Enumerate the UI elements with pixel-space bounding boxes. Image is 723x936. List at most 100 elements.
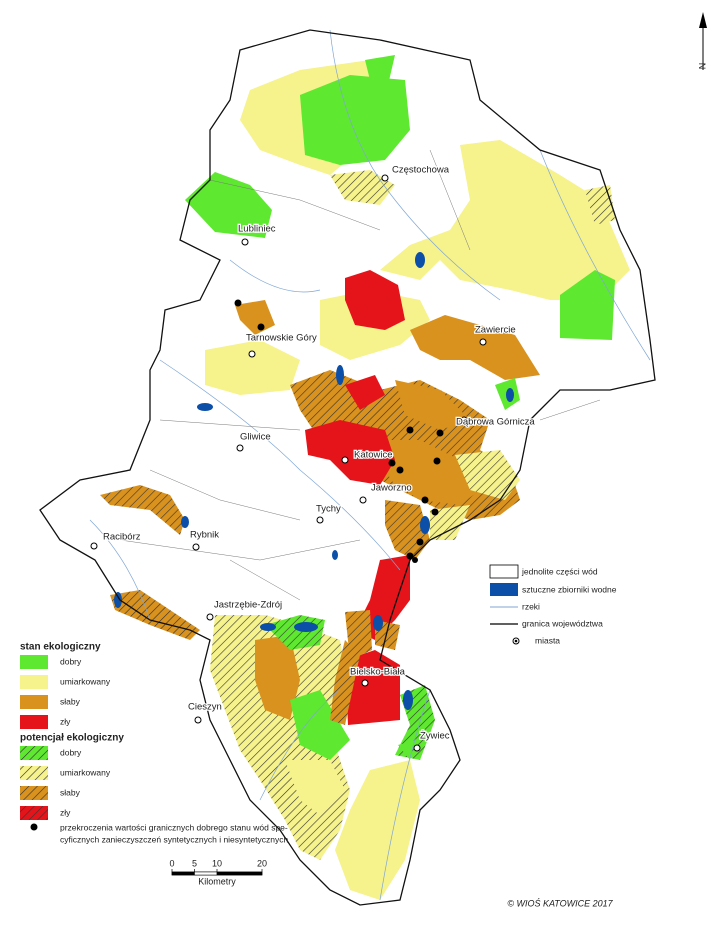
water-body	[380, 440, 480, 505]
legend-map: jednolite części wód sztuczne zbiorniki …	[489, 564, 617, 645]
legend-state: stan ekologiczny dobry umiarkowany słaby…	[20, 642, 111, 729]
label: dobry	[60, 656, 82, 666]
water-body	[395, 380, 470, 430]
shape	[316, 516, 324, 524]
shape	[413, 744, 421, 752]
shape	[406, 552, 414, 560]
shape	[506, 388, 514, 402]
water-body	[235, 300, 275, 335]
shape	[257, 323, 265, 331]
water-body	[345, 270, 405, 330]
shape	[412, 557, 418, 563]
label: umiarkowany	[60, 767, 111, 777]
label: zły	[60, 807, 71, 817]
water-body	[380, 140, 630, 300]
shape	[260, 623, 276, 631]
shape	[479, 338, 487, 346]
label: miasta	[535, 635, 560, 645]
shape	[248, 350, 256, 358]
label: sztuczne zbiorniki wodne	[522, 584, 617, 594]
reservoirs	[114, 252, 514, 710]
water-body	[585, 185, 615, 225]
shape	[294, 622, 318, 632]
shape	[699, 12, 707, 28]
label: słaby	[60, 787, 81, 797]
label: granica województwa	[522, 618, 603, 628]
shape	[341, 456, 349, 464]
shape	[20, 766, 48, 780]
river	[89, 29, 651, 901]
water-body	[560, 270, 615, 340]
north-arrow: N	[697, 12, 707, 70]
shape	[20, 675, 48, 689]
scale-bar: 0 5 10 20 Kilometry	[169, 858, 267, 886]
water-body	[345, 650, 400, 725]
scale-unit: Kilometry	[198, 876, 236, 886]
water-body	[290, 690, 350, 760]
label: cyficznych zanieczyszczeń syntetycznych …	[60, 834, 288, 844]
label: Jaworzno	[371, 483, 412, 494]
shape	[114, 592, 122, 608]
water-body	[305, 420, 395, 485]
shape	[416, 538, 424, 546]
label: zły	[60, 716, 71, 726]
shape	[460, 416, 468, 424]
shape	[388, 459, 396, 467]
north-label: N	[697, 63, 707, 70]
label: Zawiercie	[475, 325, 516, 336]
label: Jastrzębie-Zdrój	[214, 600, 282, 611]
city-labels: Częstochowa Lubliniec Zawiercie Tarnowsk…	[102, 163, 537, 743]
label: Gliwice	[240, 432, 271, 443]
shape	[194, 716, 202, 724]
shape	[30, 823, 38, 831]
shape	[489, 564, 519, 579]
shape	[197, 403, 213, 411]
label: przekroczenia wartości granicznych dobre…	[60, 822, 288, 832]
label: umiarkowany	[60, 676, 111, 686]
water-body	[430, 505, 470, 540]
shape	[431, 508, 439, 516]
scale-segment	[171, 871, 195, 876]
shape	[332, 550, 338, 560]
shape	[20, 746, 48, 760]
shape	[373, 615, 383, 631]
shape	[20, 786, 48, 800]
label: potencjał ekologiczny	[20, 733, 124, 744]
water-body	[285, 760, 345, 815]
shape	[20, 695, 48, 709]
shape	[206, 613, 214, 621]
copyright: © WIOŚ KATOWICE 2017	[507, 897, 613, 908]
shape	[192, 543, 200, 551]
shape	[514, 639, 518, 643]
shape	[241, 238, 249, 246]
water-body	[410, 315, 540, 380]
exceedance-points	[234, 299, 444, 563]
label: Lubliniec	[238, 224, 276, 235]
label: stan ekologiczny	[20, 642, 101, 653]
water-body	[330, 170, 395, 205]
shape	[420, 516, 430, 534]
label: Katowice	[354, 450, 393, 461]
scale-tick-label: 20	[257, 858, 267, 868]
shape	[20, 655, 48, 669]
shape	[415, 252, 425, 268]
water-body	[345, 375, 385, 410]
shape	[381, 174, 389, 182]
shape	[421, 496, 429, 504]
label: Dąbrowa Górnicza	[456, 417, 535, 428]
shape	[361, 679, 369, 687]
shape	[436, 429, 444, 437]
label: jednolite części wód	[521, 566, 598, 576]
water-body	[255, 635, 300, 720]
scale-tick-label: 5	[192, 858, 197, 868]
water-body	[205, 340, 300, 395]
scale-tick-label: 10	[212, 858, 222, 868]
shape	[20, 715, 48, 729]
label: rzeki	[522, 601, 540, 611]
label: Racibórz	[103, 532, 141, 543]
water-body	[100, 485, 185, 535]
label: Częstochowa	[392, 165, 450, 176]
shape	[90, 542, 98, 550]
shape	[181, 516, 189, 528]
label: Żywiec	[420, 731, 450, 742]
